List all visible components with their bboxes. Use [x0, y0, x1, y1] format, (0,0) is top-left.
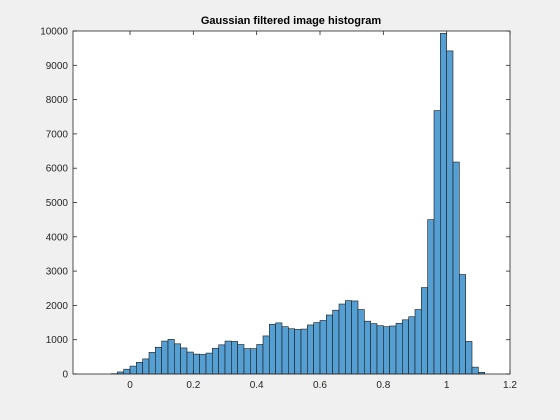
histogram-bar	[357, 309, 365, 375]
x-tick-label: 0.2	[186, 380, 200, 391]
x-tick-label: 1.2	[503, 380, 517, 391]
x-tick-label: 0.6	[313, 380, 327, 391]
histogram-bar	[319, 320, 327, 375]
histogram-bar	[212, 347, 219, 375]
histogram-bar	[383, 326, 390, 375]
histogram-bar	[402, 319, 409, 375]
histogram-bar	[440, 33, 447, 375]
y-tick-label: 8000	[46, 95, 69, 106]
histogram-bar	[199, 354, 207, 375]
histogram-bar	[142, 358, 150, 375]
histogram-bar	[471, 366, 479, 375]
histogram-bar	[281, 326, 289, 375]
histogram-bar	[408, 316, 416, 375]
y-tick-label: 6000	[46, 164, 69, 175]
axis-ticks	[73, 30, 511, 375]
histogram-bar	[345, 300, 352, 375]
histogram-bar	[351, 300, 359, 375]
histogram-bar	[452, 161, 460, 375]
histogram-bar	[256, 344, 264, 375]
histogram-bar	[288, 328, 295, 375]
histogram-bar	[148, 352, 156, 375]
histogram-bar	[338, 303, 346, 375]
histogram-bar	[465, 341, 473, 375]
histogram-bar	[193, 353, 200, 375]
histogram-bar	[155, 346, 162, 375]
y-tick-label: 4000	[46, 232, 69, 243]
histogram-bar	[459, 274, 466, 375]
y-tick-label: 0	[62, 370, 68, 381]
histogram-bar	[243, 348, 251, 375]
histogram-bar	[250, 348, 257, 375]
histogram-bar	[136, 362, 143, 375]
histogram-bar	[205, 352, 213, 375]
histogram-bar	[446, 50, 454, 375]
histogram-bar	[332, 309, 340, 375]
histogram-bar	[275, 322, 283, 375]
histogram-bar	[167, 339, 175, 375]
histogram-bar	[129, 365, 137, 375]
histogram-bar	[370, 323, 378, 375]
histogram-bar	[427, 219, 435, 375]
histogram-bar	[421, 287, 428, 375]
y-tick-label: 3000	[46, 267, 69, 278]
histogram-bar	[376, 325, 384, 375]
chart-title: Gaussian filtered image histogram	[201, 15, 382, 27]
histogram-bar	[313, 322, 321, 375]
histogram-bar	[395, 322, 403, 375]
x-tick-label: 0.4	[250, 380, 264, 391]
histogram-bar	[389, 325, 397, 375]
histogram-bar	[161, 340, 169, 375]
y-tick-labels: 0 1000 2000 3000 4000 5000 6000 7000 8000 9000 100…	[40, 27, 68, 381]
x-tick-label: 1	[444, 380, 450, 391]
histogram-bar	[433, 110, 441, 375]
x-tick-labels: 0 0.2 0.4 0.6 0.8 1 1.2	[127, 380, 517, 391]
histogram-bar	[326, 314, 333, 375]
histogram-bar	[180, 347, 188, 375]
histogram-bar	[123, 368, 131, 375]
histogram-bar	[237, 344, 245, 375]
histogram-bar	[364, 320, 371, 375]
y-tick-label: 1000	[46, 335, 69, 346]
histogram-bar	[231, 341, 238, 375]
histogram-bar	[294, 329, 302, 375]
y-tick-label: 9000	[46, 61, 69, 72]
y-tick-label: 10000	[40, 27, 68, 38]
histogram-bar	[174, 343, 181, 375]
y-tick-label: 7000	[46, 129, 69, 140]
x-tick-label: 0.8	[376, 380, 390, 391]
histogram-bar	[218, 344, 226, 375]
y-tick-label: 2000	[46, 301, 69, 312]
histogram-bar	[224, 340, 232, 375]
histogram-bar	[262, 335, 270, 375]
histogram-bar	[269, 323, 276, 375]
histogram-bar	[307, 324, 314, 375]
histogram-bar	[186, 351, 194, 375]
y-tick-label: 5000	[46, 198, 69, 209]
histogram-bar	[300, 328, 308, 375]
x-tick-label: 0	[127, 380, 133, 391]
histogram-bar	[414, 309, 422, 375]
